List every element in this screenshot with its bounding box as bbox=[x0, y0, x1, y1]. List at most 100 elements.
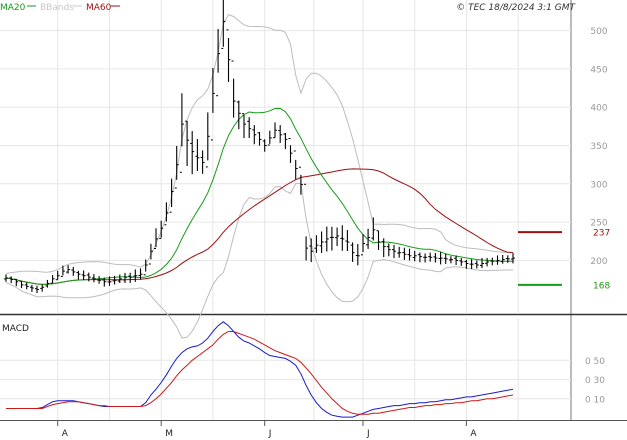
price-bar bbox=[154, 228, 158, 249]
price-bar bbox=[138, 268, 143, 280]
price-bar bbox=[485, 257, 490, 267]
price-bar bbox=[402, 247, 407, 260]
bbands-upper-line bbox=[5, 13, 513, 274]
price-bar bbox=[314, 235, 319, 253]
price-bar bbox=[340, 225, 345, 251]
price-y-tick-label: 250 bbox=[590, 219, 607, 229]
macd-signal-line bbox=[6, 331, 514, 415]
price-panel bbox=[0, 0, 571, 314]
price-bar bbox=[376, 230, 381, 250]
ma20-marker-value: 168 bbox=[593, 281, 610, 291]
x-tick-label: A bbox=[62, 429, 69, 439]
price-bar bbox=[4, 274, 8, 282]
price-bar bbox=[335, 227, 340, 246]
price-bar bbox=[366, 228, 371, 249]
price-bar bbox=[190, 131, 195, 175]
price-bar bbox=[221, 0, 226, 49]
price-bar bbox=[164, 202, 169, 226]
price-bar bbox=[392, 244, 396, 259]
price-bar bbox=[428, 252, 433, 262]
price-bar bbox=[91, 274, 96, 283]
price-bar bbox=[148, 243, 153, 265]
price-bar bbox=[24, 282, 29, 290]
price-bar bbox=[226, 29, 231, 82]
price-bar bbox=[448, 256, 453, 264]
legend-ma20-label: MA20 bbox=[0, 3, 26, 13]
bollinger-band-lines bbox=[5, 13, 513, 339]
price-y-tick-label: 350 bbox=[590, 142, 607, 152]
price-bar bbox=[76, 270, 81, 280]
price-bar bbox=[174, 146, 179, 189]
y-tick-labels: 200 250 300 350 400 450 500 0 10 0 30 0 50 bbox=[585, 27, 608, 405]
price-bar bbox=[9, 276, 14, 284]
price-bar bbox=[143, 259, 148, 276]
price-bar bbox=[257, 132, 262, 146]
macd-panel bbox=[0, 318, 571, 420]
price-bar bbox=[55, 270, 60, 281]
price-bar bbox=[464, 259, 469, 269]
price-bar bbox=[81, 270, 86, 280]
price-bar bbox=[423, 253, 428, 263]
price-bar bbox=[247, 117, 252, 138]
price-bar bbox=[319, 231, 324, 253]
macd-lines bbox=[6, 321, 514, 418]
price-y-tick-label: 200 bbox=[590, 257, 607, 267]
price-bar bbox=[19, 280, 24, 289]
macd-y-tick-label: 0 10 bbox=[585, 395, 605, 405]
ma60-marker-value: 237 bbox=[593, 229, 610, 239]
price-bar bbox=[45, 279, 50, 288]
macd-panel-title: MACD bbox=[2, 324, 29, 334]
ma-markers: 237 168 bbox=[518, 229, 610, 291]
price-bar bbox=[35, 285, 39, 294]
price-bar bbox=[179, 93, 184, 173]
price-bar bbox=[29, 284, 34, 292]
price-bar bbox=[454, 255, 459, 265]
price-bar bbox=[361, 234, 365, 256]
price-bar bbox=[474, 260, 479, 269]
bbands-lower-line bbox=[5, 182, 513, 339]
price-bar bbox=[267, 130, 272, 146]
price-bar bbox=[298, 166, 303, 195]
price-bar bbox=[112, 275, 117, 285]
price-bar bbox=[495, 255, 500, 265]
chart-header: MA20 BBands MA60 © TEC 18/8/2024 3:1 GMT bbox=[0, 3, 577, 13]
price-bar bbox=[216, 29, 221, 97]
price-bar bbox=[210, 68, 215, 141]
moving-average-lines bbox=[5, 107, 514, 285]
price-bar bbox=[102, 277, 107, 287]
price-y-tick-label: 400 bbox=[590, 104, 607, 114]
price-bar bbox=[242, 113, 246, 139]
price-bar bbox=[386, 243, 391, 257]
price-bar bbox=[252, 125, 257, 145]
x-tick-label: A bbox=[470, 429, 477, 439]
price-bar bbox=[397, 246, 402, 258]
price-bar bbox=[200, 150, 205, 174]
price-bar bbox=[293, 150, 298, 180]
price-bar bbox=[324, 226, 329, 252]
price-bar bbox=[433, 253, 438, 263]
price-bar bbox=[205, 112, 210, 168]
price-bar bbox=[262, 139, 267, 152]
price-y-tick-label: 300 bbox=[590, 180, 607, 190]
price-bar bbox=[355, 244, 360, 266]
price-bar bbox=[329, 226, 334, 251]
macd-y-tick-label: 0 50 bbox=[585, 357, 605, 367]
legend-bbands-label: BBands bbox=[40, 3, 74, 13]
price-bar bbox=[195, 139, 200, 171]
price-bar bbox=[381, 238, 386, 258]
price-bar bbox=[511, 253, 515, 264]
price-bar bbox=[345, 230, 350, 251]
price-bar bbox=[169, 178, 174, 213]
price-bar bbox=[185, 120, 190, 166]
price-bar bbox=[500, 255, 505, 264]
price-bar bbox=[14, 278, 19, 287]
price-bar bbox=[304, 183, 309, 261]
copyright-text: © TEC 18/8/2024 3:1 GMT bbox=[456, 3, 576, 13]
price-bar bbox=[66, 265, 71, 274]
price-y-tick-label: 500 bbox=[590, 27, 607, 37]
price-bar bbox=[309, 238, 314, 263]
price-bar bbox=[412, 250, 417, 262]
ma20-line bbox=[5, 107, 513, 285]
